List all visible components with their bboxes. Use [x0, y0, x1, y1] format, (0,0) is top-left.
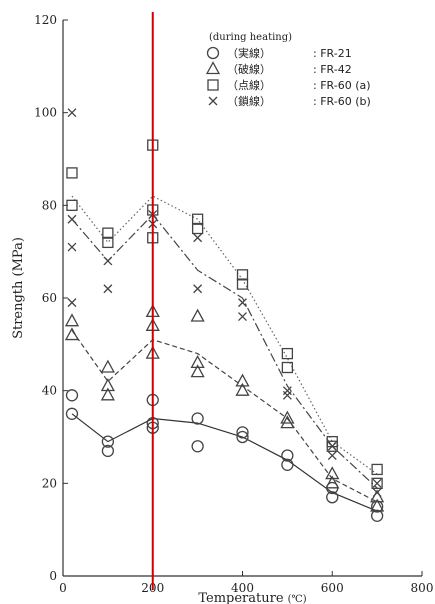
series-line [71, 330, 378, 503]
y-tick-label: 100 [34, 106, 57, 120]
data-point [236, 278, 249, 290]
x-tick-label: 800 [411, 581, 434, 595]
x-axis-label: Temperature (℃) [198, 591, 306, 604]
data-point [371, 477, 383, 489]
data-point [281, 361, 294, 374]
data-point [100, 378, 115, 392]
data-point [100, 359, 115, 373]
data-point [102, 236, 114, 249]
data-point [238, 298, 247, 308]
data-point [64, 327, 80, 341]
legend-entry-label: （破線） [227, 62, 271, 76]
data-point [66, 199, 78, 211]
data-point [65, 389, 79, 402]
y-tick-label: 0 [49, 569, 57, 583]
data-point [372, 488, 382, 498]
data-point [191, 213, 204, 225]
data-point [372, 478, 382, 488]
y-tick-label: 60 [42, 291, 57, 305]
data-point [281, 347, 294, 360]
data-point [281, 449, 294, 462]
data-point [238, 312, 247, 321]
data-point [103, 284, 113, 294]
data-point [325, 466, 340, 480]
data-point [236, 430, 249, 444]
data-point [190, 355, 205, 369]
x-tick-label: 400 [231, 581, 254, 595]
data-point [325, 475, 340, 489]
legend-marker [205, 61, 221, 75]
series-line [71, 213, 378, 489]
legend-entry-name: : FR-21 [313, 47, 352, 60]
legend-marker [207, 79, 219, 91]
data-point [327, 441, 337, 451]
legend-marker [206, 46, 220, 60]
data-point [67, 242, 77, 252]
legend-entry-label: （点線） [227, 78, 271, 92]
x-tick-label: 0 [59, 581, 67, 595]
legend-entry-label: （鎖線） [227, 94, 271, 108]
legend-entry-name: : FR-60 (b) [313, 95, 371, 108]
data-point [370, 498, 385, 512]
y-tick-label: 120 [34, 13, 57, 27]
y-tick-label: 20 [42, 476, 57, 490]
legend-entry-name: : FR-42 [313, 63, 352, 76]
legend-title: (during heating) [209, 32, 292, 43]
data-point [281, 458, 294, 471]
series-line [71, 195, 378, 475]
data-point [235, 382, 250, 396]
data-point [280, 410, 295, 424]
data-point [371, 463, 383, 476]
y-tick-label: 40 [42, 384, 57, 398]
data-point [193, 284, 203, 294]
data-point [66, 167, 78, 179]
data-point [280, 415, 295, 429]
data-point [193, 233, 203, 243]
x-tick-label: 600 [321, 581, 344, 595]
y-axis-label: Strength (MPa) [11, 237, 26, 339]
data-point [370, 509, 384, 522]
data-point [191, 440, 204, 453]
data-point [64, 313, 80, 327]
data-point [67, 108, 77, 118]
data-point [100, 387, 115, 401]
series-line [71, 413, 378, 512]
y-tick-label: 80 [42, 198, 57, 212]
data-point [326, 440, 338, 452]
data-point [103, 256, 113, 266]
data-point [326, 491, 339, 504]
data-point [101, 444, 115, 458]
data-point [327, 451, 337, 460]
data-point [282, 390, 292, 400]
data-point [191, 222, 204, 235]
data-point [191, 412, 204, 425]
data-point [236, 426, 249, 439]
data-point [235, 373, 250, 387]
data-point [102, 227, 114, 239]
data-point [67, 214, 77, 224]
data-point [101, 435, 115, 448]
legend-marker [208, 96, 218, 106]
data-point [65, 407, 79, 420]
legend-entry-name: : FR-60 (a) [313, 79, 371, 92]
data-point [190, 308, 205, 322]
legend-entry-label: （実線） [227, 46, 271, 60]
data-point [190, 364, 205, 378]
data-point [67, 298, 77, 308]
data-point [236, 269, 249, 281]
